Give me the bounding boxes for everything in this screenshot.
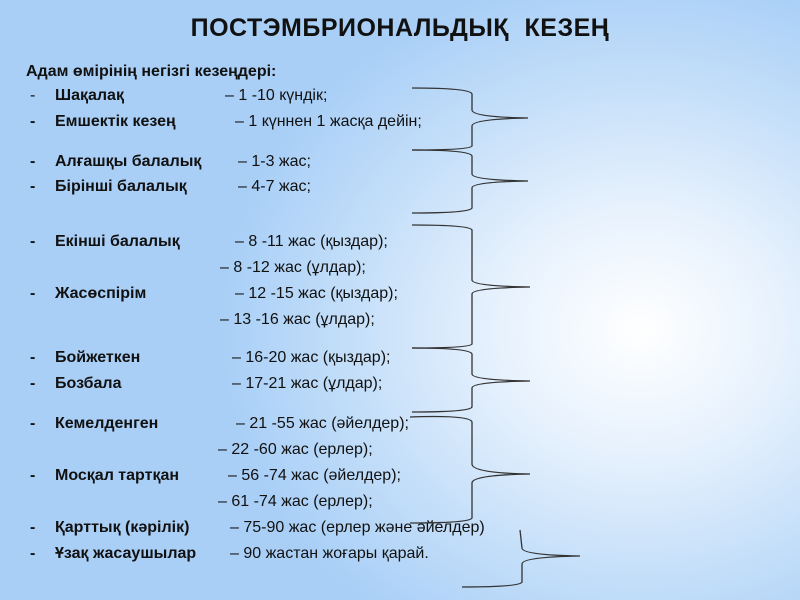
bullet-dash: - — [30, 285, 36, 302]
bullet-dash: - — [30, 178, 36, 195]
stage-value: – 1-3 жас; — [238, 153, 311, 170]
stage-value: – 21 -55 жас (әйелдер); — [236, 415, 409, 432]
bullet-dash: - — [30, 349, 36, 366]
stage-label: Бірінші балалық — [55, 178, 187, 195]
stage-label: Бойжеткен — [55, 349, 141, 366]
stage-label: Шақалақ — [55, 87, 124, 104]
stage-value: – 1 күннен 1 жасқа дейін; — [235, 113, 422, 130]
stage-value-2: – 13 -16 жас (ұлдар); — [220, 311, 375, 328]
bullet-dash: - — [30, 153, 36, 170]
bullet-dash: - — [30, 519, 36, 536]
bullet-dash: - — [30, 545, 36, 562]
stage-label: Емшектік кезең — [55, 113, 176, 130]
stage-label: Мосқал тартқан — [55, 467, 180, 484]
brace-1 — [411, 87, 529, 151]
stage-label: Жасөспірім — [55, 285, 147, 302]
brace-4 — [411, 347, 531, 413]
brace-6 — [461, 529, 581, 588]
slide-title: ПОСТЭМБРИОНАЛЬДЫҚ КЕЗЕҢ — [190, 14, 610, 42]
stage-label: Алғашқы балалық — [55, 153, 202, 170]
bullet-dash: - — [30, 375, 36, 392]
stage-value: – 8 -11 жас (қыздар); — [235, 233, 388, 250]
stage-label: Ұзақ жасаушылар — [55, 545, 197, 562]
stage-label: Екінші балалық — [55, 233, 180, 250]
brace-3 — [411, 224, 531, 349]
stage-label: Кемелденген — [55, 415, 159, 432]
bullet-dash: - — [30, 87, 36, 104]
bullet-dash: - — [30, 113, 36, 130]
stage-value: – 12 -15 жас (қыздар); — [235, 285, 398, 302]
bullet-dash: - — [30, 415, 36, 432]
brace-5 — [409, 415, 531, 524]
brace-2 — [411, 149, 529, 214]
stage-value: – 90 жастан жоғары қарай. — [230, 545, 429, 562]
bullet-dash: - — [30, 467, 36, 484]
stage-label: Бозбала — [55, 375, 122, 392]
stage-value: – 1 -10 күндік; — [225, 87, 328, 104]
stage-value-2: – 8 -12 жас (ұлдар); — [220, 259, 366, 276]
list-header: Адам өмірінің негізгі кезеңдері: — [26, 63, 277, 80]
stage-label: Қарттық (кәрілік) — [55, 519, 190, 536]
stage-value: – 56 -74 жас (әйелдер); — [228, 467, 401, 484]
stage-value: – 16-20 жас (қыздар); — [232, 349, 391, 366]
stage-value: – 4-7 жас; — [238, 178, 311, 195]
stage-value-2: – 61 -74 жас (ерлер); — [218, 493, 373, 510]
bullet-dash: - — [30, 233, 36, 250]
stage-value: – 17-21 жас (ұлдар); — [232, 375, 383, 392]
stage-value-2: – 22 -60 жас (ерлер); — [218, 441, 373, 458]
